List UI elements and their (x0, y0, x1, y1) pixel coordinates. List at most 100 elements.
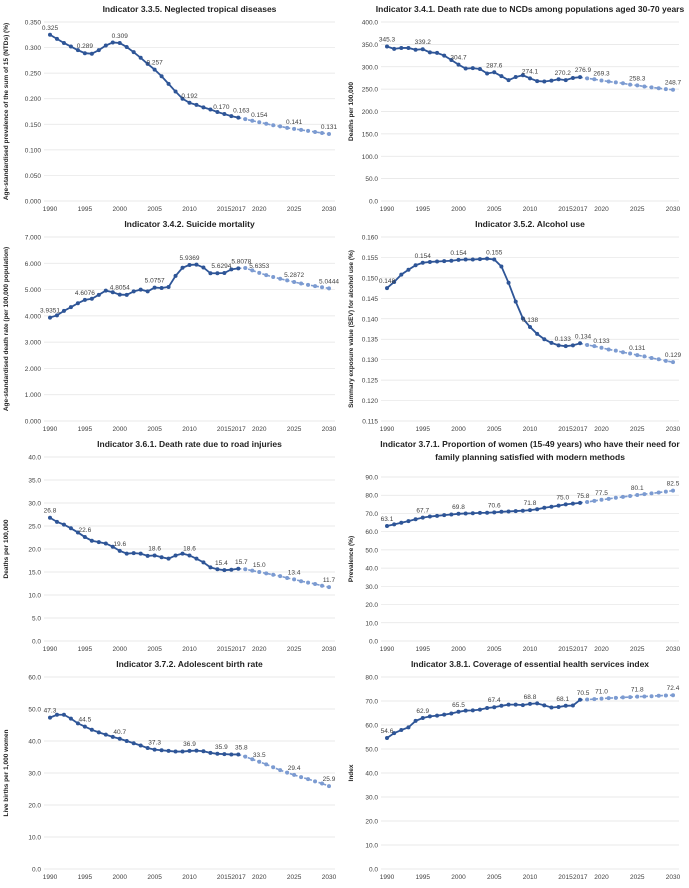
data-label: 44.5 (79, 717, 92, 724)
observed-data-point (96, 540, 101, 545)
observed-data-point (201, 749, 206, 754)
projected-data-point (320, 130, 325, 135)
projected-data-point (264, 121, 269, 126)
observed-data-point (499, 509, 504, 514)
x-tick-label: 2005 (147, 206, 162, 213)
observed-data-point (138, 55, 143, 60)
x-tick-label: 1995 (416, 426, 431, 433)
projected-data-point (671, 87, 675, 92)
observed-data-point (549, 504, 554, 509)
observed-data-point (449, 711, 454, 716)
y-axis-label: Index (348, 764, 355, 781)
projected-data-point (628, 493, 633, 498)
x-tick-label: 2015 (558, 206, 573, 213)
x-tick-label: 2017 (231, 426, 246, 433)
data-label: 33.5 (253, 752, 266, 759)
observed-data-point (138, 743, 143, 748)
data-label: 80.1 (631, 485, 644, 492)
observed-data-point (201, 560, 206, 565)
observed-data-point (89, 296, 94, 301)
observed-data-point (229, 114, 234, 119)
observed-data-point (499, 264, 504, 269)
projected-data-point (592, 498, 597, 503)
x-tick-label: 2005 (487, 426, 502, 433)
chart-ncd: Indicator 3.4.1. Death rate due to NCDs … (345, 0, 689, 215)
data-label: 0.257 (146, 60, 163, 67)
x-tick-label: 1990 (43, 646, 58, 653)
observed-data-point (68, 526, 73, 531)
projected-data-point (313, 129, 318, 134)
x-tick-label: 2025 (630, 646, 645, 653)
observed-data-point (477, 510, 482, 515)
observed-data-point (110, 40, 115, 45)
data-label: 71.0 (595, 689, 608, 696)
observed-data-point (385, 735, 389, 740)
y-tick-label: 0.160 (362, 235, 379, 242)
y-axis-label: Deaths per 100,000 (348, 82, 355, 141)
observed-data-point (556, 77, 561, 82)
observed-data-point (528, 324, 532, 329)
projected-data-point (613, 495, 618, 500)
x-tick-label: 2020 (252, 874, 267, 881)
observed-data-point (54, 712, 59, 717)
data-label: 304.7 (450, 55, 467, 62)
observed-data-point (96, 48, 101, 53)
observed-data-point (463, 511, 468, 516)
observed-data-point (166, 556, 171, 561)
observed-data-point (166, 81, 171, 86)
projected-data-point (585, 342, 590, 347)
projected-data-point (599, 345, 604, 350)
data-label: 0.154 (415, 253, 432, 260)
observed-data-point (456, 257, 461, 262)
x-tick-label: 2020 (252, 206, 267, 213)
observed-data-point (152, 553, 157, 558)
x-tick-label: 2030 (666, 206, 681, 213)
observed-data-point (222, 271, 227, 276)
data-label: 0.192 (181, 93, 198, 100)
y-tick-label: 200.0 (362, 109, 379, 116)
observed-data-point (131, 741, 136, 746)
observed-data-point (477, 66, 482, 71)
observed-data-point (117, 736, 122, 741)
x-tick-label: 2015 (217, 206, 232, 213)
y-tick-label: 3.000 (25, 340, 42, 347)
x-tick-label: 1995 (416, 646, 431, 653)
observed-data-point (159, 285, 164, 290)
observed-data-point (463, 708, 468, 713)
projected-data-point (592, 697, 597, 702)
y-tick-label: 60.0 (365, 723, 378, 730)
y-axis-label: Deaths per 100,000 (3, 519, 10, 578)
y-tick-label: 0.000 (25, 199, 42, 206)
x-tick-label: 2030 (322, 426, 337, 433)
y-tick-label: 90.0 (365, 475, 378, 482)
observed-data-point (54, 519, 59, 524)
observed-data-point (578, 697, 583, 702)
x-tick-label: 2025 (287, 646, 302, 653)
observed-data-point (159, 555, 164, 560)
observed-data-point (420, 260, 425, 265)
projected-data-point (299, 127, 304, 132)
y-tick-label: 30.0 (365, 795, 378, 802)
observed-data-point (187, 262, 192, 267)
observed-data-point (208, 750, 213, 755)
projected-data-point (642, 694, 647, 699)
projected-data-point (320, 285, 325, 290)
y-tick-label: 30.0 (365, 584, 378, 591)
data-label: 0.129 (665, 352, 682, 359)
x-tick-label: 2030 (322, 206, 337, 213)
observed-data-point (506, 280, 511, 285)
chart-ncd-svg: Indicator 3.4.1. Death rate due to NCDs … (348, 4, 684, 213)
observed-data-point (485, 256, 490, 261)
observed-data-point (563, 78, 568, 83)
observed-data-point (187, 748, 192, 753)
observed-data-point (187, 553, 192, 558)
observed-data-point (117, 40, 122, 45)
projected-data-point (250, 268, 255, 273)
observed-data-point (152, 67, 157, 72)
observed-data-point (492, 257, 497, 262)
y-tick-label: 20.0 (365, 602, 378, 609)
observed-data-point (570, 75, 575, 80)
data-label: 11.7 (323, 577, 336, 584)
projected-data-point (649, 491, 654, 496)
